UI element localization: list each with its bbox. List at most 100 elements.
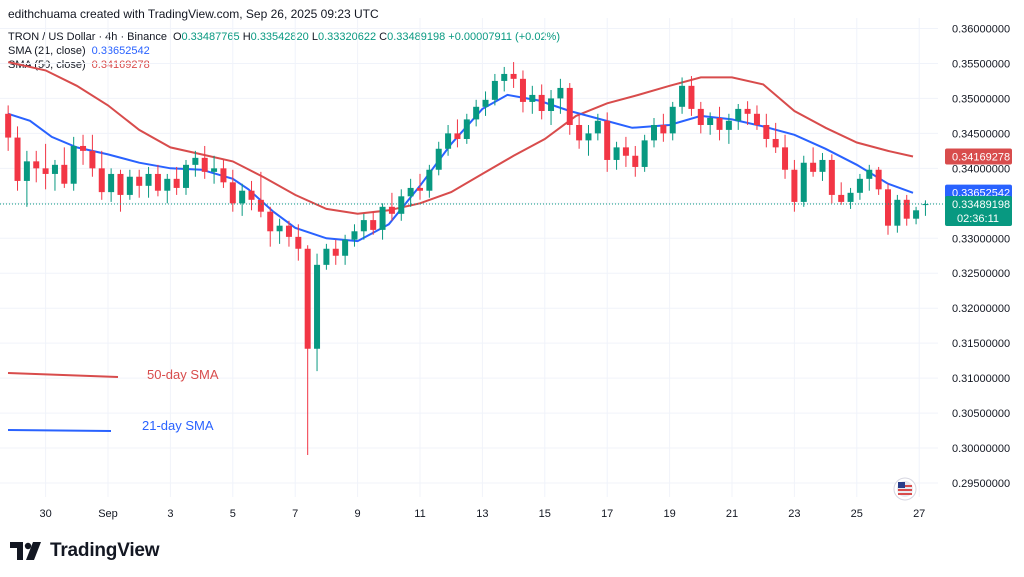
ohlc-open-value: 0.33487765 xyxy=(181,31,240,43)
ohlc-high-label: H xyxy=(242,31,251,43)
candle-body xyxy=(51,164,58,174)
candle-body xyxy=(33,161,40,169)
y-tick-label: 0.33000000 xyxy=(952,233,1010,245)
last-price-tag-text: 0.33489198 xyxy=(952,199,1010,211)
legend-sma50-row[interactable]: SMA (50, close) 0.34169278 xyxy=(8,58,560,72)
candle xyxy=(248,180,255,211)
candle xyxy=(267,206,274,247)
candle xyxy=(239,183,246,216)
candle-body xyxy=(295,236,302,249)
candle-body xyxy=(211,168,218,172)
candle-body xyxy=(314,264,321,349)
candle xyxy=(716,106,723,141)
x-tick-label: 3 xyxy=(167,508,173,520)
candle xyxy=(51,159,58,191)
candle xyxy=(885,183,891,235)
candle xyxy=(519,70,526,113)
candle xyxy=(538,84,545,120)
legend-sma21-value: 0.33652542 xyxy=(91,45,150,57)
candle-body xyxy=(220,168,227,183)
candle xyxy=(61,147,68,188)
candle xyxy=(548,90,555,125)
x-tick-label: 27 xyxy=(913,508,925,520)
price-axis[interactable]: 0.36000000 0.35500000 0.35000000 0.34500000… xyxy=(952,23,1010,490)
candle xyxy=(651,117,657,148)
candle-body xyxy=(342,239,349,256)
candle xyxy=(370,211,377,235)
candle-body xyxy=(566,87,573,125)
candle-body xyxy=(922,204,929,206)
candle xyxy=(856,173,863,200)
candle-body xyxy=(782,147,789,170)
candle xyxy=(42,143,49,190)
candle-body xyxy=(707,117,714,125)
candle xyxy=(782,134,789,179)
candle-body xyxy=(725,120,732,130)
candle-body xyxy=(594,120,601,134)
candle xyxy=(314,253,321,372)
candle xyxy=(585,124,592,156)
y-tick-label: 0.36000000 xyxy=(952,23,1010,35)
sma50-price-tag-text: 0.34169278 xyxy=(952,152,1010,164)
price-chart[interactable]: 50-day SMA 21-day SMA 0.36000000 0.355000… xyxy=(0,0,1024,530)
candle-body xyxy=(463,119,470,139)
candle-body xyxy=(14,137,21,181)
legend-ohlc: O0.33487765 H0.33542820 L0.33320622 C0.3… xyxy=(173,30,560,44)
candle-body xyxy=(538,94,545,112)
candle-body xyxy=(585,133,592,141)
y-tick-label: 0.34000000 xyxy=(952,163,1010,175)
candle-body xyxy=(576,124,583,141)
candle xyxy=(613,141,620,170)
candle xyxy=(454,119,461,148)
ohlc-open-label: O xyxy=(172,31,182,43)
candle-body xyxy=(632,155,639,167)
candle xyxy=(669,101,676,141)
candle-body xyxy=(304,248,311,349)
candle xyxy=(164,173,171,204)
candle-body xyxy=(239,190,246,204)
candle-body xyxy=(108,173,115,193)
ohlc-close-value: 0.33489198 xyxy=(387,31,446,43)
sma21-line xyxy=(7,93,914,243)
candle xyxy=(875,166,882,195)
candle xyxy=(136,169,143,198)
candle-body xyxy=(548,98,555,112)
candle xyxy=(819,152,826,181)
legend-sma21-label: SMA (21, close) xyxy=(8,45,86,57)
candle xyxy=(866,164,873,191)
candle xyxy=(622,136,629,167)
candle-body xyxy=(669,106,676,134)
candle-body xyxy=(810,162,817,172)
x-tick-label: 11 xyxy=(414,508,425,520)
candle xyxy=(679,77,686,114)
candle-body xyxy=(426,169,433,191)
y-tick-label: 0.34500000 xyxy=(952,128,1010,140)
last-price-tag xyxy=(945,196,1012,227)
x-tick-label: 25 xyxy=(851,508,863,520)
candle xyxy=(688,76,695,116)
candle xyxy=(398,189,405,221)
candle-body xyxy=(763,124,770,139)
candle xyxy=(847,187,854,209)
candle xyxy=(342,234,349,265)
time-axis[interactable]: 30 Sep 3 5 7 9 11 13 15 17 19 21 23 25 27 xyxy=(39,508,925,520)
candle xyxy=(744,101,751,125)
candle xyxy=(98,150,105,200)
candle-body xyxy=(80,145,87,151)
x-tick-label: 21 xyxy=(726,508,738,520)
candle xyxy=(557,78,564,114)
candle xyxy=(800,155,807,207)
candle xyxy=(417,173,423,200)
candle-body xyxy=(697,108,704,125)
us-flag-icon[interactable] xyxy=(893,477,917,501)
legend-sma21-row[interactable]: SMA (21, close) 0.33652542 xyxy=(8,44,560,58)
candle xyxy=(360,213,367,240)
tradingview-brand[interactable]: TradingView xyxy=(10,540,160,562)
candle-body xyxy=(351,231,358,240)
candle-body xyxy=(173,178,180,188)
candle xyxy=(257,171,264,218)
candle xyxy=(407,178,414,207)
y-tick-label: 0.35000000 xyxy=(952,93,1010,105)
candle-body xyxy=(145,173,152,186)
candle-body xyxy=(838,194,845,202)
